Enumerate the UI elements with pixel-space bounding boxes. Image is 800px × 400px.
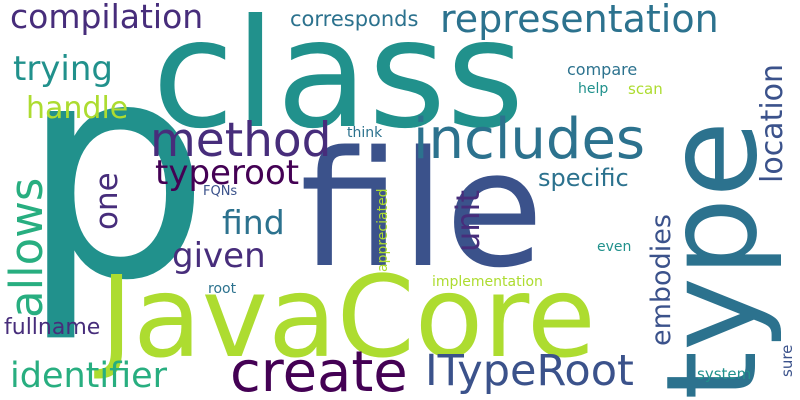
word-javacore: JavaCore — [100, 253, 596, 383]
word-given: given — [172, 236, 266, 276]
word-find: find — [222, 203, 285, 242]
word-specific: specific — [538, 164, 629, 192]
word-identifier: identifier — [10, 356, 168, 396]
word-help: help — [578, 81, 609, 97]
word-itypeRoot: ITypeRoot — [425, 346, 634, 396]
word-system: system — [697, 365, 752, 383]
word-fullname: fullname — [4, 315, 101, 340]
word-method: method — [150, 113, 332, 168]
word-includes: includes — [413, 107, 646, 172]
word-unit: unit — [449, 190, 487, 252]
word-fqns: FQNs — [203, 184, 238, 199]
word-appreciated: appreciated — [375, 188, 391, 272]
word-file: file — [300, 116, 544, 303]
word-one: one — [89, 172, 125, 230]
word-compare: compare — [567, 60, 638, 79]
word-representation: representation — [440, 0, 719, 41]
word-sure: sure — [778, 344, 796, 377]
word-trying: trying — [13, 49, 114, 89]
word-root: root — [208, 281, 237, 297]
word-typeroot: typeroot — [155, 153, 300, 193]
word-think: think — [347, 125, 383, 141]
word-corresponds: corresponds — [290, 7, 419, 31]
word-p: p — [20, 0, 211, 346]
word-allows: allows — [0, 177, 53, 318]
word-scan: scan — [628, 80, 663, 98]
word-class: class — [152, 0, 525, 162]
word-embodies: embodies — [646, 214, 677, 346]
word-handle: handle — [26, 91, 129, 126]
word-create: create — [230, 340, 408, 400]
word-implementation: implementation — [432, 274, 543, 290]
word-location: location — [755, 63, 790, 183]
word-compilation: compilation — [10, 0, 204, 36]
word-even: even — [597, 239, 632, 255]
